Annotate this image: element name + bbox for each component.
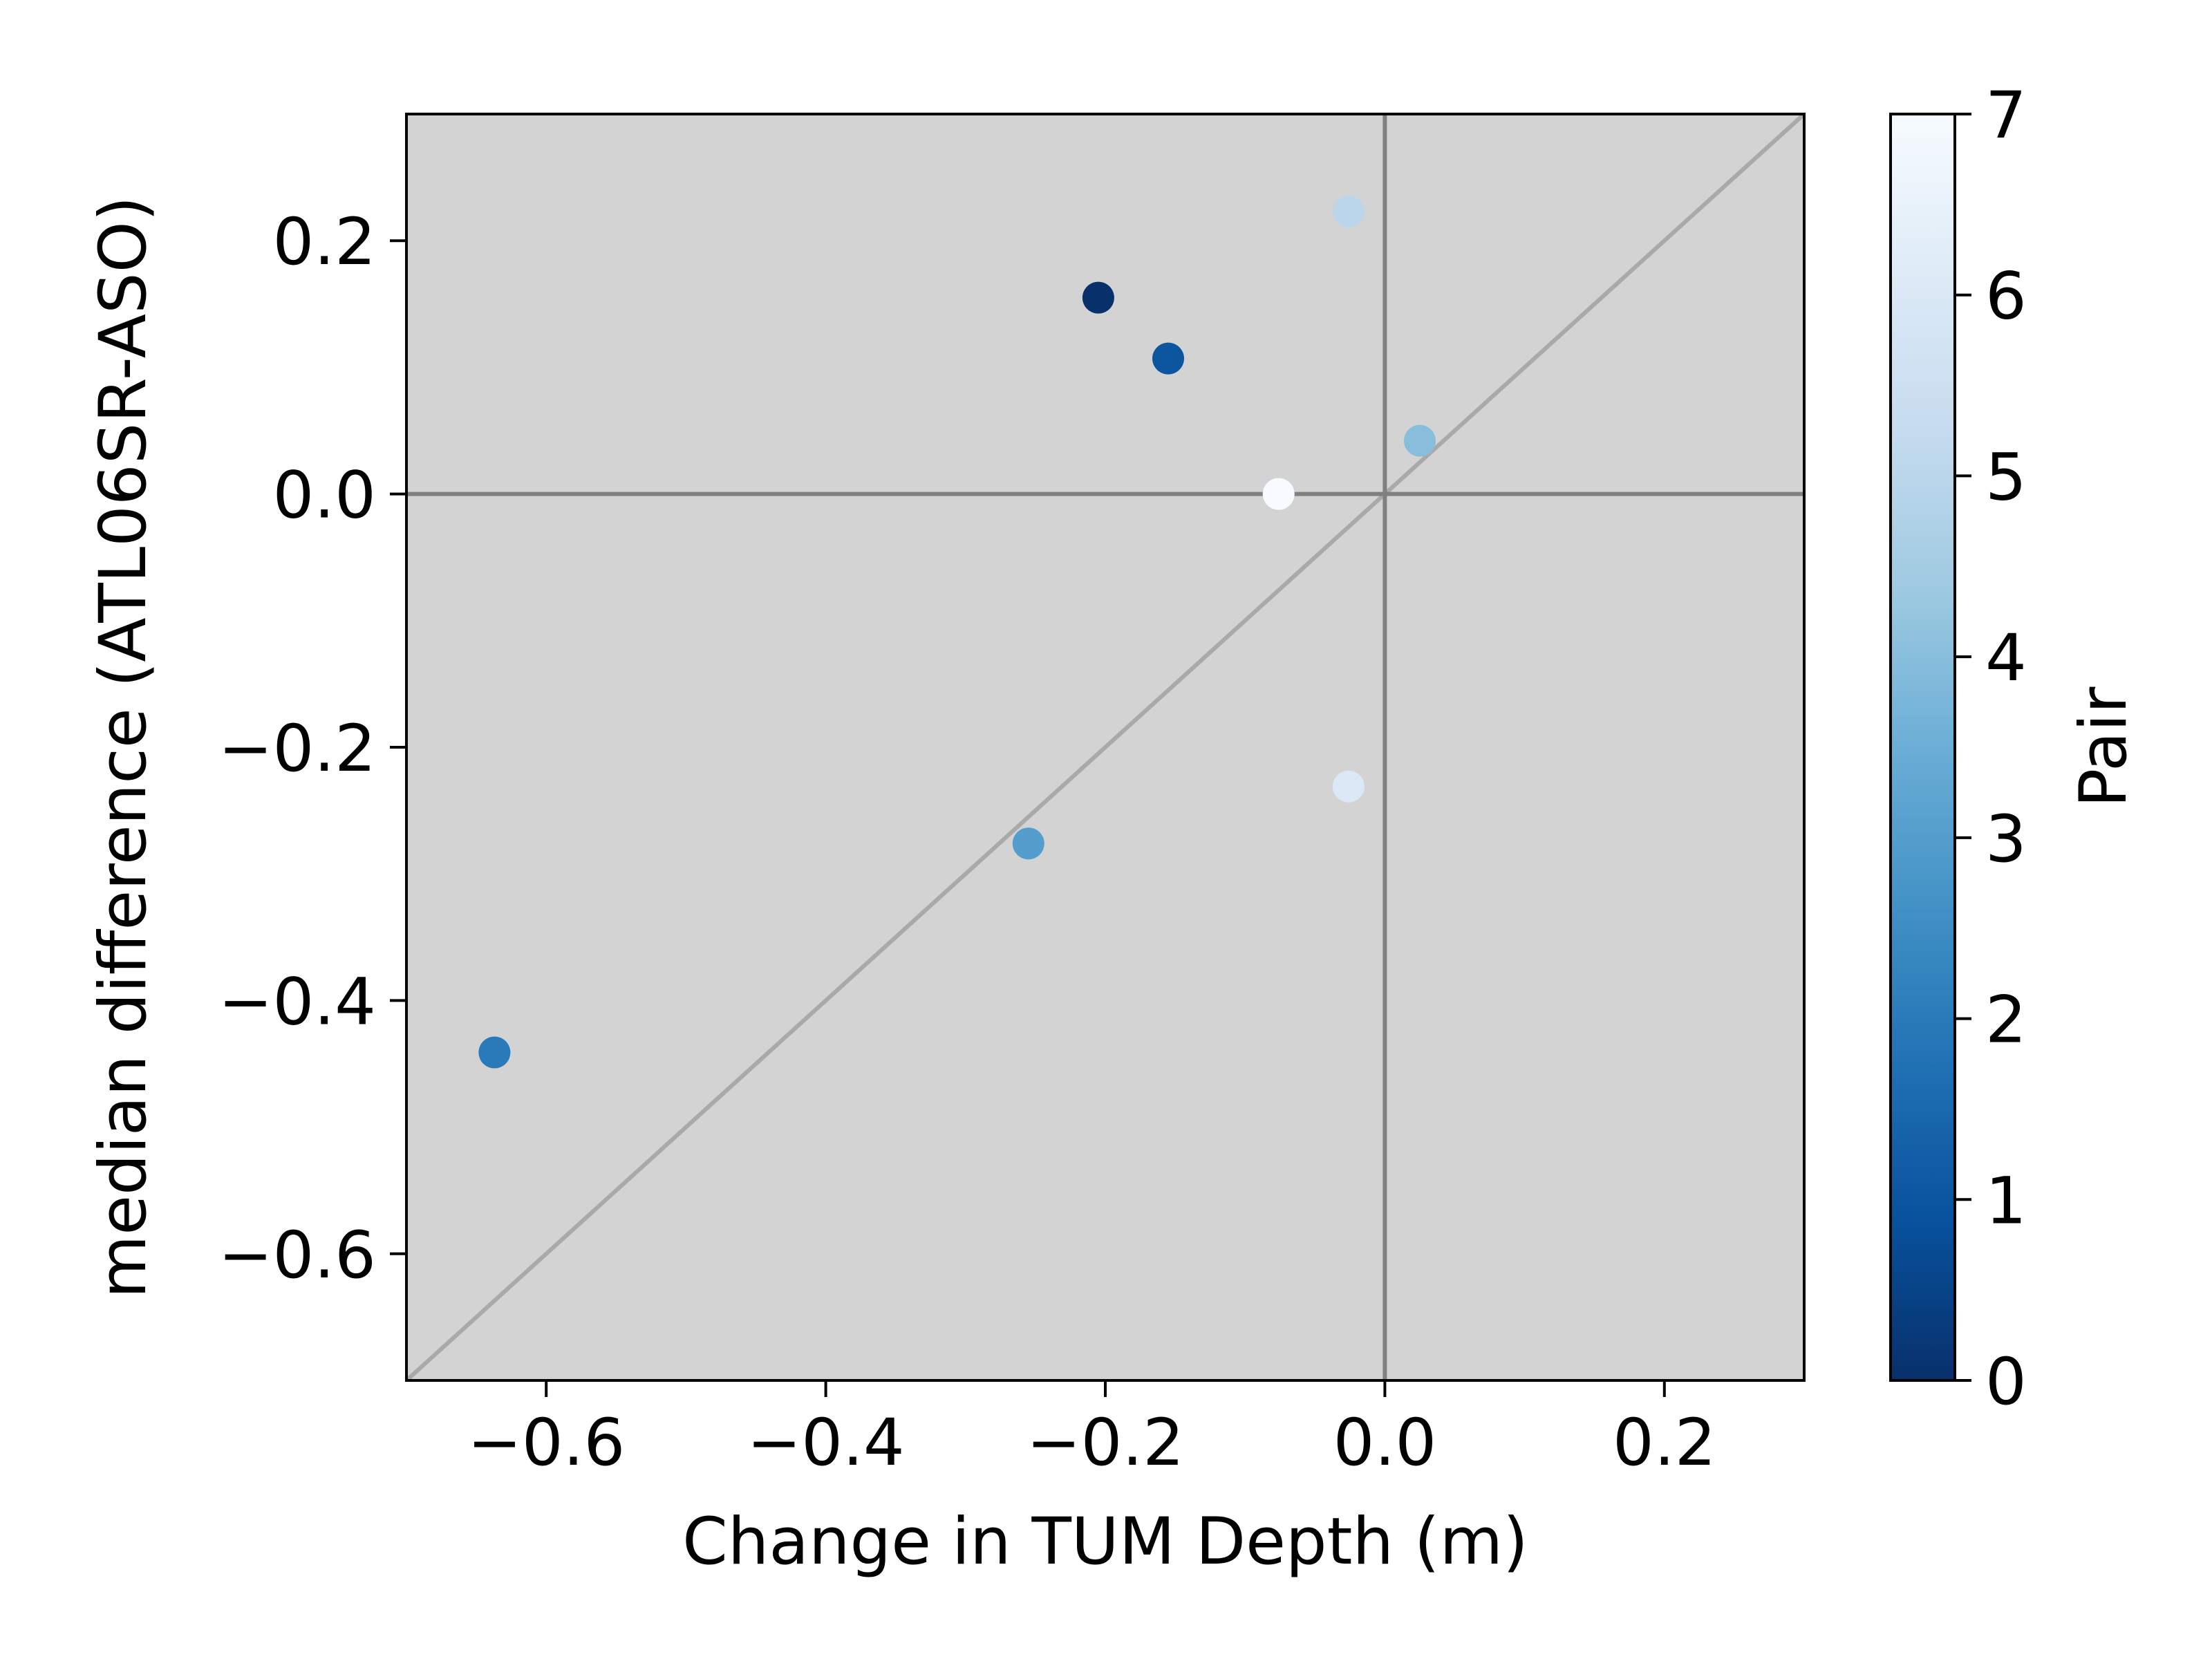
data-point-pair-6 <box>1332 770 1365 803</box>
x-tick-label: 0.2 <box>1613 1405 1716 1481</box>
colorbar-tick-label: 2 <box>1985 983 2027 1058</box>
x-tick-label: −0.6 <box>467 1405 625 1481</box>
colorbar-tick-label: 5 <box>1985 440 2027 515</box>
data-point-pair-1 <box>1152 342 1184 375</box>
colorbar-tick-label: 6 <box>1985 259 2027 335</box>
one-to-one-line <box>404 112 1806 1382</box>
reference-lines <box>404 112 1806 1382</box>
y-tick-label: −0.4 <box>218 964 376 1040</box>
colorbar-tick-label: 0 <box>1985 1344 2027 1420</box>
y-tick-label: −0.6 <box>218 1218 376 1293</box>
data-point-pair-2 <box>478 1036 511 1069</box>
y-tick-label: −0.2 <box>218 711 376 787</box>
data-points <box>478 196 1436 1069</box>
colorbar-tick-label: 4 <box>1985 621 2027 696</box>
y-axis-label: median difference (ATL06SR-ASO) <box>86 196 161 1299</box>
colorbar-ticks: 0 1 2 3 4 5 6 7 <box>1955 78 2027 1420</box>
x-tick-label: 0.0 <box>1333 1405 1437 1481</box>
x-tick-label: −0.2 <box>1027 1405 1184 1481</box>
y-axis-ticks: −0.6 −0.4 −0.2 0.0 0.2 <box>218 205 406 1293</box>
data-point-pair-7 <box>1262 478 1295 510</box>
data-point-pair-3 <box>1012 827 1044 860</box>
x-tick-label: −0.4 <box>747 1405 904 1481</box>
colorbar-label: Pair <box>2066 686 2141 807</box>
colorbar-tick-label: 7 <box>1985 78 2027 153</box>
x-axis-ticks: −0.6 −0.4 −0.2 0.0 0.2 <box>467 1380 1716 1481</box>
colorbar <box>1889 113 1956 1382</box>
y-tick-label: 0.0 <box>273 458 377 534</box>
colorbar-tick-label: 3 <box>1985 802 2027 877</box>
colorbar-tick-label: 1 <box>1985 1163 2027 1239</box>
x-axis-label: Change in TUM Depth (m) <box>682 1504 1528 1580</box>
data-point-pair-0 <box>1082 281 1114 314</box>
data-point-pair-4 <box>1403 424 1436 457</box>
y-tick-label: 0.2 <box>273 205 377 280</box>
data-point-pair-5 <box>1332 196 1365 228</box>
